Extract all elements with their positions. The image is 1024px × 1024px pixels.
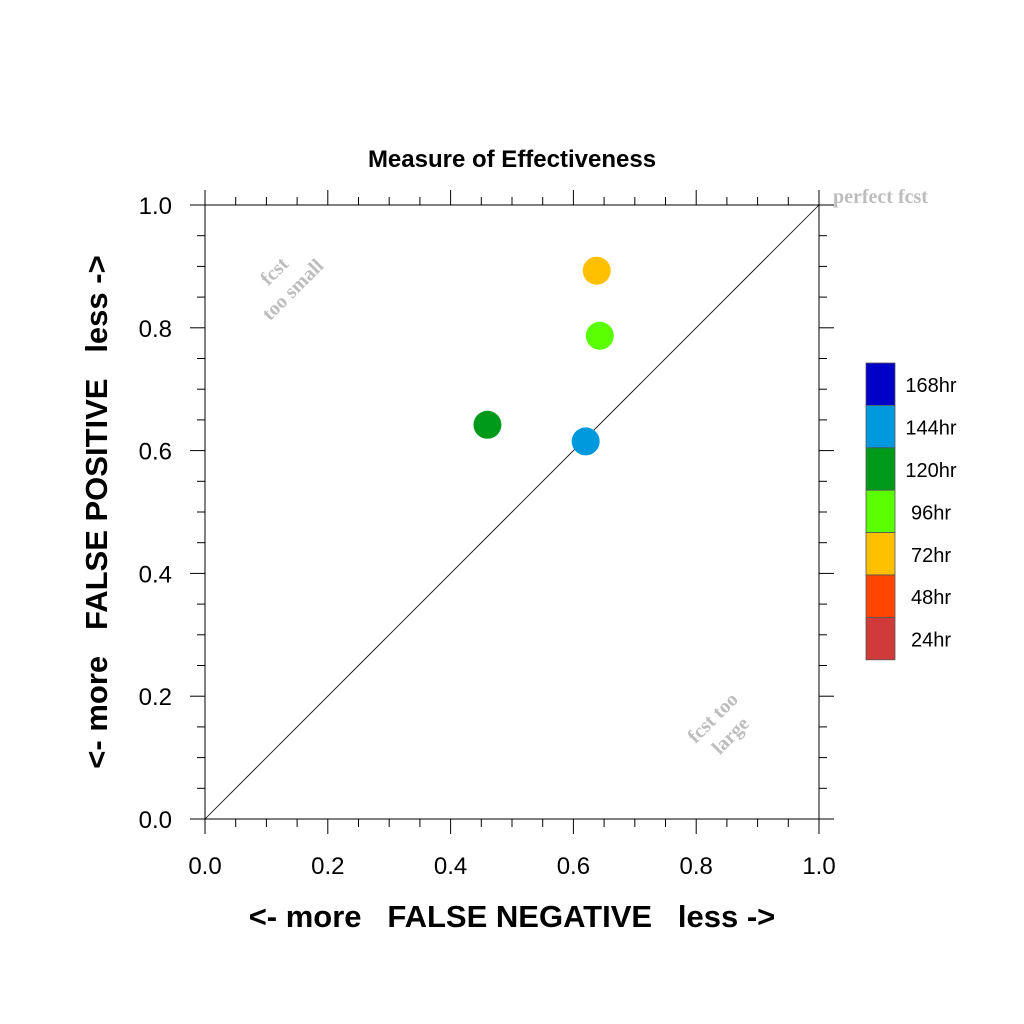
legend-swatch-96hr <box>865 489 896 534</box>
data-points <box>473 256 614 456</box>
x-tick-label: 0.2 <box>311 853 344 880</box>
legend: 168hr 144hr 120hr 96hr 72hr 48hr 24hr <box>865 362 957 661</box>
legend-swatch-48hr <box>865 574 896 618</box>
y-tick-label: 0.2 <box>139 684 172 711</box>
legend-label-24hr: 24hr <box>911 630 951 652</box>
legend-label-120hr: 120hr <box>905 460 956 482</box>
y-tick-labels: 0.0 0.2 0.4 0.6 0.8 1.0 <box>139 193 172 834</box>
point-144hr <box>571 427 600 456</box>
x-tick-label: 0.0 <box>188 853 221 880</box>
legend-swatch-144hr <box>865 404 896 449</box>
legend-label-96hr: 96hr <box>911 502 951 524</box>
x-tick-label: 0.4 <box>434 853 467 880</box>
point-96hr <box>585 321 614 350</box>
annotation-fcst-too-small: fcst too small <box>256 253 328 325</box>
y-tick-label: 0.6 <box>139 439 172 466</box>
legend-label-48hr: 48hr <box>911 587 951 609</box>
x-tick-labels: 0.0 0.2 0.4 0.6 0.8 1.0 <box>188 853 835 880</box>
legend-label-144hr: 144hr <box>905 418 956 440</box>
point-120hr <box>473 410 502 439</box>
legend-swatch-168hr <box>865 362 896 406</box>
legend-swatch-120hr <box>865 447 896 491</box>
x-tick-label: 0.8 <box>680 853 713 880</box>
y-tick-label: 0.0 <box>139 807 172 834</box>
axis-ticks <box>190 190 834 834</box>
y-tick-label: 0.4 <box>139 561 172 588</box>
annotation-fcst-too-large: fcst too large <box>684 689 754 759</box>
legend-label-168hr: 168hr <box>905 375 956 397</box>
x-axis-label: <- more FALSE NEGATIVE less -> <box>249 899 776 934</box>
x-tick-label: 1.0 <box>802 853 835 880</box>
x-tick-label: 0.6 <box>557 853 590 880</box>
annotation-perfect-fcst: perfect fcst <box>833 186 928 208</box>
chart-title: Measure of Effectiveness <box>368 146 656 173</box>
diagonal-reference-line <box>204 204 820 820</box>
y-tick-label: 0.8 <box>139 316 172 343</box>
legend-swatch-72hr <box>865 532 896 576</box>
y-axis-label: <- more FALSE POSITIVE less -> <box>79 255 114 768</box>
y-tick-label: 1.0 <box>139 193 172 220</box>
legend-swatch-24hr <box>865 617 896 661</box>
legend-label-72hr: 72hr <box>911 545 951 567</box>
point-72hr <box>582 256 611 285</box>
